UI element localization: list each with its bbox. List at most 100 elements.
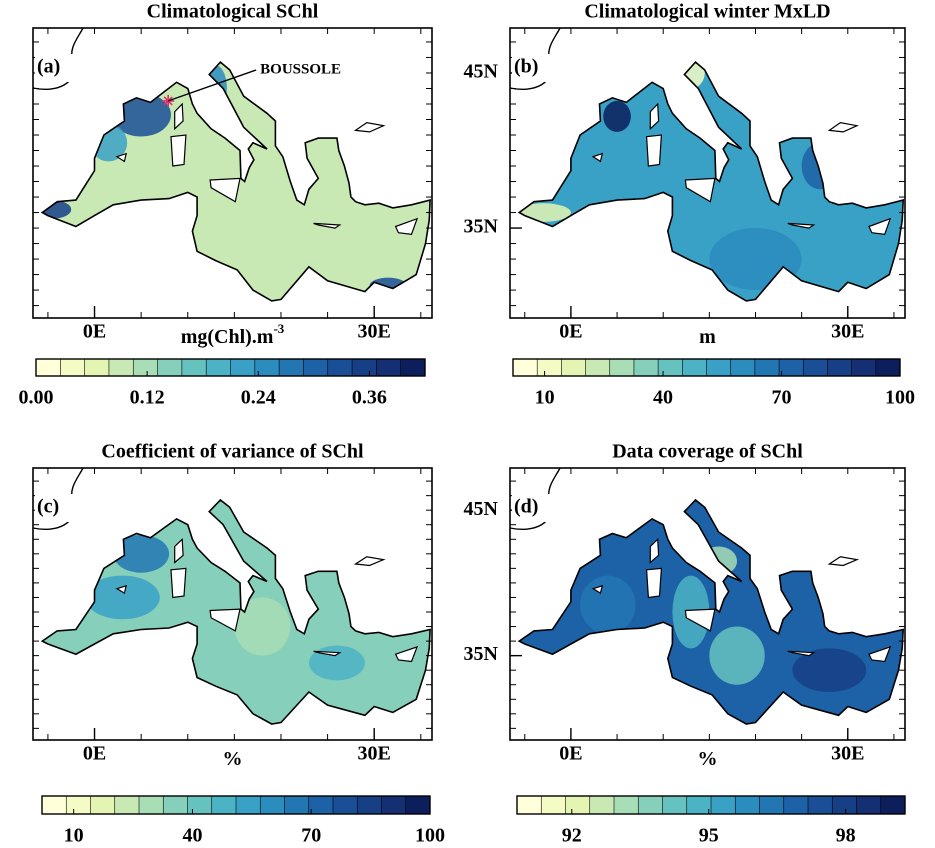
black-sea-coast xyxy=(353,556,386,567)
colorbar-step xyxy=(614,796,639,814)
colorbar-step xyxy=(711,796,736,814)
colorbar-step xyxy=(211,796,237,814)
colorbar-tick-label: 0.00 xyxy=(19,387,54,409)
map-frame xyxy=(509,467,906,741)
island xyxy=(868,217,892,235)
colorbar-step xyxy=(827,359,853,376)
island xyxy=(174,537,184,564)
colorbar-step xyxy=(832,796,857,814)
colorbar-step xyxy=(682,359,707,376)
colorbar-frame xyxy=(512,358,901,377)
y-tick-label: 45N xyxy=(464,498,499,520)
colorbar-step xyxy=(803,359,828,376)
colorbar-tick-label: 92 xyxy=(562,825,582,847)
colorbar-step xyxy=(303,359,329,376)
sea-shade xyxy=(369,277,407,294)
colorbar-step xyxy=(754,359,780,376)
colorbar-step xyxy=(84,359,110,376)
colorbar-frame xyxy=(41,795,431,815)
panel-label: (c) xyxy=(37,496,59,518)
colorbar-step xyxy=(686,796,712,814)
colorbar-step xyxy=(230,359,256,376)
island xyxy=(649,102,660,131)
coastline xyxy=(40,498,431,725)
colorbar-label: % xyxy=(223,748,243,770)
colorbar-step xyxy=(90,796,116,814)
colorbar-step xyxy=(352,359,377,376)
map-panel: Climatological SChl 0E 30E (a) BOUSSOLE 0.00 0… xyxy=(19,1,433,409)
island xyxy=(209,608,241,632)
colorbar-step xyxy=(609,359,635,376)
colorbar-frame xyxy=(35,358,426,377)
colorbar-label-text: m xyxy=(699,326,716,348)
colorbar-step xyxy=(875,359,901,376)
colorbar-step xyxy=(851,359,877,376)
colorbar-step xyxy=(589,796,615,814)
colorbar-step xyxy=(327,359,353,376)
island xyxy=(787,650,816,657)
colorbar-step xyxy=(658,359,683,376)
sea-shade xyxy=(709,228,802,291)
colorbar-step xyxy=(662,796,688,814)
coastline xyxy=(517,498,905,725)
x-tick-label: 30E xyxy=(358,321,391,343)
sea-shade xyxy=(113,534,170,573)
colorbar-step xyxy=(759,796,785,814)
x-tick-label: 0E xyxy=(559,321,582,343)
sea-shade xyxy=(603,100,631,132)
colorbar-step xyxy=(357,796,382,814)
colorbar-step xyxy=(735,796,760,814)
colorbar-label-text: % xyxy=(698,748,718,770)
colorbar-step xyxy=(284,796,310,814)
colorbar-step xyxy=(139,796,164,814)
colorbar-step xyxy=(565,796,591,814)
colorbar-step xyxy=(779,359,804,376)
colorbar-step xyxy=(108,359,134,376)
island xyxy=(170,134,187,167)
colorbar-tick-label: 0.24 xyxy=(241,387,276,409)
island xyxy=(649,537,660,564)
island xyxy=(313,650,342,657)
colorbar-step xyxy=(880,796,906,814)
sea-shade xyxy=(234,597,291,656)
colorbar-step xyxy=(400,359,426,376)
colorbar-step xyxy=(308,796,334,814)
y-tick-label: 35N xyxy=(464,643,499,665)
colorbar-tick-label: 10 xyxy=(64,825,84,847)
x-tick-label: 30E xyxy=(358,743,391,765)
colorbar-label-superscript: -3 xyxy=(273,321,284,336)
island xyxy=(645,134,663,167)
sea-shading xyxy=(85,534,365,681)
colorbar-tick-label: 100 xyxy=(415,825,445,847)
colorbar-tick-label: 100 xyxy=(885,387,915,409)
colorbar-step xyxy=(783,796,809,814)
island xyxy=(684,608,716,632)
island xyxy=(591,584,604,595)
panel-label-box xyxy=(512,494,554,522)
coastline xyxy=(517,60,905,302)
black-sea-coast xyxy=(827,121,860,133)
colorbar-step xyxy=(187,796,213,814)
y-tick-label: 35N xyxy=(464,216,499,238)
x-tick-label: 30E xyxy=(831,743,864,765)
sea-shade xyxy=(519,203,571,222)
black-sea-coast xyxy=(827,556,860,567)
black-sea-coast xyxy=(353,121,386,133)
colorbar-tick-label: 0.12 xyxy=(130,387,165,409)
colorbar-step xyxy=(181,359,207,376)
colorbar-step xyxy=(376,359,402,376)
panel-label: (b) xyxy=(514,56,538,78)
panel-label-box xyxy=(35,494,77,522)
colorbar-step xyxy=(206,359,231,376)
panel-label-box xyxy=(512,54,554,82)
colorbar-step xyxy=(585,359,611,376)
colorbar-label: % xyxy=(698,748,718,770)
colorbar-step xyxy=(808,796,833,814)
colorbar-step xyxy=(260,796,285,814)
colorbar-tick-label: 40 xyxy=(182,825,202,847)
island xyxy=(645,567,663,599)
map-panel: Data coverage of SChl 0E 30E 35N 45N (d) 92 95 9… xyxy=(464,441,906,847)
colorbar-step xyxy=(706,359,732,376)
colorbar-step xyxy=(561,359,586,376)
panel-label: (d) xyxy=(514,496,538,518)
